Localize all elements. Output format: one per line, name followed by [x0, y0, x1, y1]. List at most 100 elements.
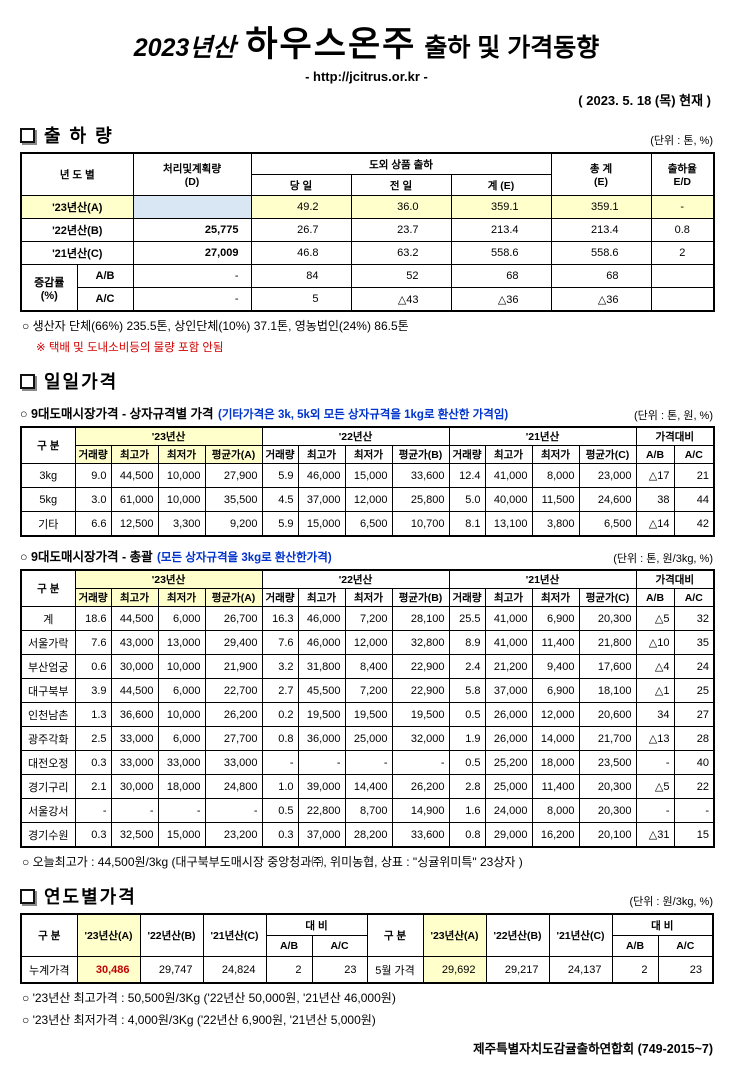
cell: 15: [673, 822, 715, 848]
col-header-plan: 처리및계획량 (D): [132, 152, 252, 196]
cell: 41,000: [484, 463, 533, 488]
cell: 0.2: [261, 702, 299, 727]
size-price-subheading-row: ○ 9대도매시장가격 - 상자규격별 가격 (기타가격은 3k, 5k외 모든 …: [20, 403, 713, 423]
cell: 24,824: [202, 956, 267, 984]
table-row-2023: '23년산(A) 49.2 36.0 359.1 359.1 -: [20, 195, 715, 219]
cell: 28,100: [391, 606, 450, 631]
cell: 23: [311, 956, 368, 984]
cell: 28: [673, 726, 715, 751]
report-title: 2023년산 하우스온주 출하 및 가격동향: [20, 16, 713, 67]
cell: 8,700: [344, 798, 393, 823]
col-header-rate: 출하율 E/D: [650, 152, 715, 196]
col-group-2022: '22년산: [261, 426, 450, 446]
cell: 4.5: [261, 487, 299, 512]
col-header-low: 최저가: [531, 588, 580, 607]
cell: 23,000: [578, 463, 637, 488]
cell: 23.7: [350, 218, 452, 242]
table-row: 5kg 3.0 61,000 10,000 35,500 4.5 37,000 12,000 2…: [20, 487, 715, 512]
cell-plan: 27,009: [132, 241, 252, 265]
cell: 21,200: [484, 654, 533, 679]
col-header-high: 최고가: [297, 588, 346, 607]
col-header-volume: 거래량: [261, 588, 299, 607]
cell: 25,000: [344, 726, 393, 751]
cell: -: [261, 750, 299, 775]
cell: 39,000: [297, 774, 346, 799]
yearly-high-note: ○ '23년산 최고가격 : 50,500원/3Kg ('22년산 50,000…: [22, 991, 396, 1005]
overall-price-title: ○ 9대도매시장가격 - 총괄: [20, 550, 153, 564]
cell: 2.5: [74, 726, 112, 751]
cell: 22,900: [391, 678, 450, 703]
cell: 7,200: [344, 678, 393, 703]
col-header-ab: A/B: [611, 935, 659, 957]
row-label: 광주각화: [20, 726, 76, 751]
cell: 32,500: [110, 822, 159, 848]
cell: 2: [265, 956, 313, 984]
col-header-plan-line2: (D): [184, 176, 200, 188]
table-row: 경기구리 2.1 30,000 18,000 24,800 1.0 39,000 14,400…: [20, 774, 715, 799]
cell: 3.0: [74, 487, 112, 512]
col-header-gubun: 구 분: [366, 913, 424, 957]
row-label: 경기수원: [20, 822, 76, 848]
cell: △36: [450, 287, 552, 312]
cell: 10,000: [157, 654, 206, 679]
cell: 28,200: [344, 822, 393, 848]
cell: 6,900: [531, 678, 580, 703]
row-label: 3kg: [20, 463, 76, 488]
cell: 9.0: [74, 463, 112, 488]
col-header-ab: A/B: [635, 588, 675, 607]
cell: 49.2: [250, 195, 352, 219]
size-price-unit-label: (단위 : 톤, 원, %): [634, 410, 713, 422]
cell: 558.6: [450, 241, 552, 265]
cell: 21,900: [204, 654, 263, 679]
cell: 3.2: [261, 654, 299, 679]
cell: 25,000: [484, 774, 533, 799]
cell: 3,300: [157, 511, 206, 537]
overall-price-unit-label: (단위 : 톤, 원/3kg, %): [613, 553, 713, 565]
cell: 41,000: [484, 606, 533, 631]
cell: 13,000: [157, 630, 206, 655]
cell: 46,000: [297, 606, 346, 631]
yearly-price-table: 구 분 '23년산(A) '22년산(B) '21년산(C) 대 비 구 분 '…: [20, 913, 714, 984]
cell: 40,000: [484, 487, 533, 512]
cell: △31: [635, 822, 675, 848]
table-row-change-ab: 증감률 (%) A/B - 84 52 68 68: [20, 264, 715, 312]
cell: 23,200: [204, 822, 263, 848]
cell: 0.5: [448, 702, 486, 727]
cell: 7,200: [344, 606, 393, 631]
overall-price-subheading-row: ○ 9대도매시장가격 - 총괄 (모든 상자규격을 3kg로 환산한가격) (단…: [20, 546, 713, 566]
row-label: 부산엄궁: [20, 654, 76, 679]
cell: 10,000: [157, 487, 206, 512]
cell: 23,500: [578, 750, 637, 775]
cell: 27: [673, 702, 715, 727]
col-group-2023: '23년산: [74, 426, 263, 446]
cell: -: [157, 798, 206, 823]
cell: 2.8: [448, 774, 486, 799]
cell: 0.3: [261, 822, 299, 848]
cell: 36.0: [350, 195, 452, 219]
cell: 20,300: [578, 798, 637, 823]
daily-heading-row: 일일가격: [20, 368, 713, 394]
cell: △43: [350, 287, 452, 312]
cell: 33,000: [204, 750, 263, 775]
table-row: 서울가락 7.6 43,000 13,000 29,400 7.6 46,000 12,000…: [20, 630, 715, 655]
cell: 44: [673, 487, 715, 512]
change-label-line2: (%): [40, 289, 58, 302]
cell: 30,000: [110, 654, 159, 679]
col-group-compare: 가격대비: [635, 426, 715, 446]
cell: 26,700: [204, 606, 263, 631]
col-header-total-line2: (E): [594, 176, 609, 188]
overall-price-title-note: (모든 상자규격을 3kg로 환산한가격): [157, 552, 332, 564]
cell: 10,000: [157, 463, 206, 488]
cell: 22: [673, 774, 715, 799]
col-header-ac: A/C: [673, 445, 715, 464]
cell: 6,500: [578, 511, 637, 537]
cell: 17,600: [578, 654, 637, 679]
daily-heading-label: 일일가격: [44, 372, 119, 392]
cell-cumulative-2023: 30,486: [76, 956, 141, 984]
cell: △1: [635, 678, 675, 703]
size-price-subheading: ○ 9대도매시장가격 - 상자규격별 가격 (기타가격은 3k, 5k외 모든 …: [20, 403, 508, 423]
table-row: 부산엄궁 0.6 30,000 10,000 21,900 3.2 31,800 8,400 2…: [20, 654, 715, 679]
cell: 14,000: [531, 726, 580, 751]
cell: △14: [635, 511, 675, 537]
cell: 27,900: [204, 463, 263, 488]
